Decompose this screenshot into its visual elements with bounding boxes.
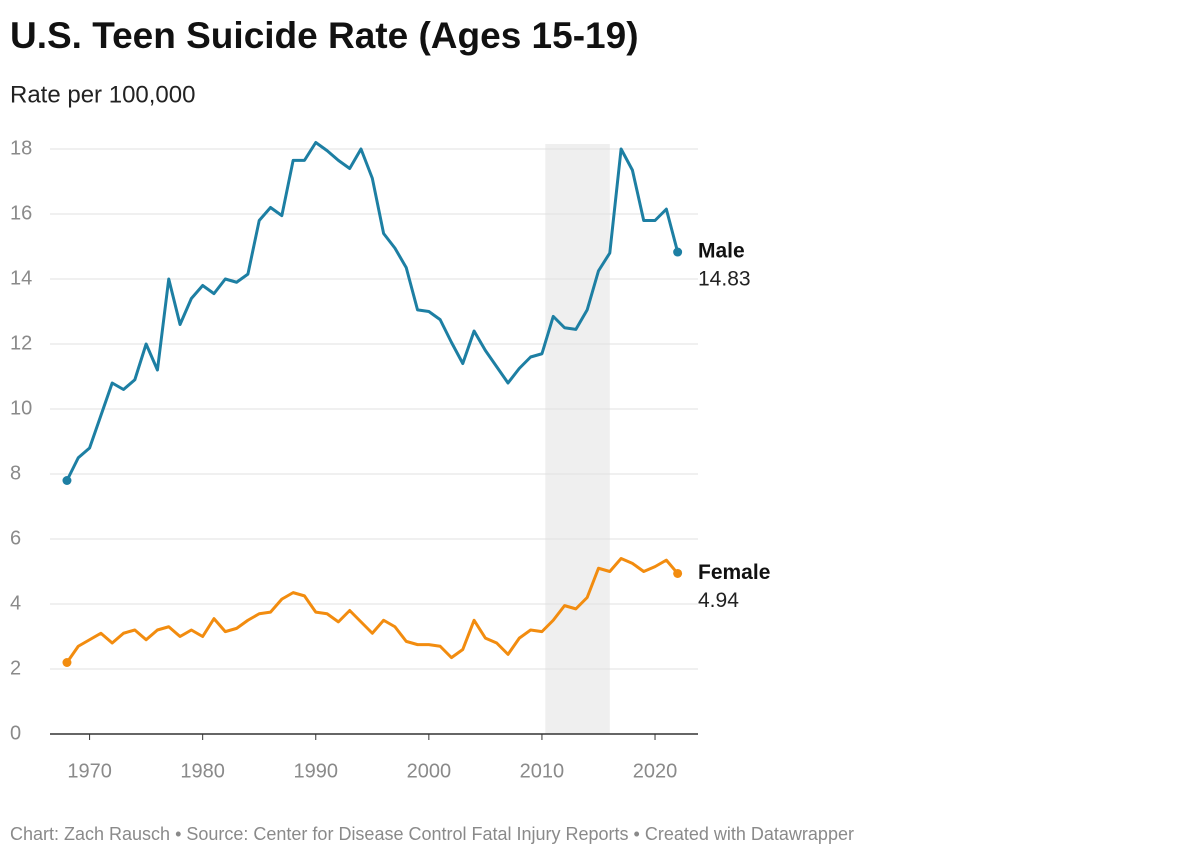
chart-footer: Chart: Zach Rausch • Source: Center for … xyxy=(10,824,854,844)
x-tick-label: 2000 xyxy=(407,760,452,782)
y-tick-label: 6 xyxy=(10,527,21,549)
chart-title: U.S. Teen Suicide Rate (Ages 15-19) xyxy=(10,15,639,56)
x-tick-label: 2020 xyxy=(633,760,678,782)
chart-subtitle: Rate per 100,000 xyxy=(10,81,195,108)
series-line xyxy=(65,141,680,482)
x-tick-label: 2010 xyxy=(520,760,565,782)
y-tick-label: 4 xyxy=(10,592,21,614)
end-dot xyxy=(673,568,683,578)
y-tick-label: 2 xyxy=(10,657,21,679)
y-tick-label: 12 xyxy=(10,332,32,354)
x-tick-label: 1970 xyxy=(67,760,112,782)
x-tick-label: 1990 xyxy=(294,760,339,782)
y-tick-label: 18 xyxy=(10,137,32,159)
value-label: 4.94 xyxy=(698,589,739,612)
end-dot xyxy=(673,247,683,257)
y-tick-label: 8 xyxy=(10,462,21,484)
y-tick-label: 10 xyxy=(10,397,32,419)
y-tick-label: 0 xyxy=(10,722,21,744)
series-label: Male xyxy=(698,240,745,263)
series-line xyxy=(65,557,679,664)
series-label: Female xyxy=(698,561,770,584)
x-tick-label: 1980 xyxy=(180,760,225,782)
value-label: 14.83 xyxy=(698,268,751,291)
end-dot xyxy=(62,658,72,667)
y-tick-label: 14 xyxy=(10,267,32,289)
highlight-band xyxy=(545,144,610,734)
end-dot xyxy=(62,476,72,485)
y-tick-label: 16 xyxy=(10,202,32,224)
